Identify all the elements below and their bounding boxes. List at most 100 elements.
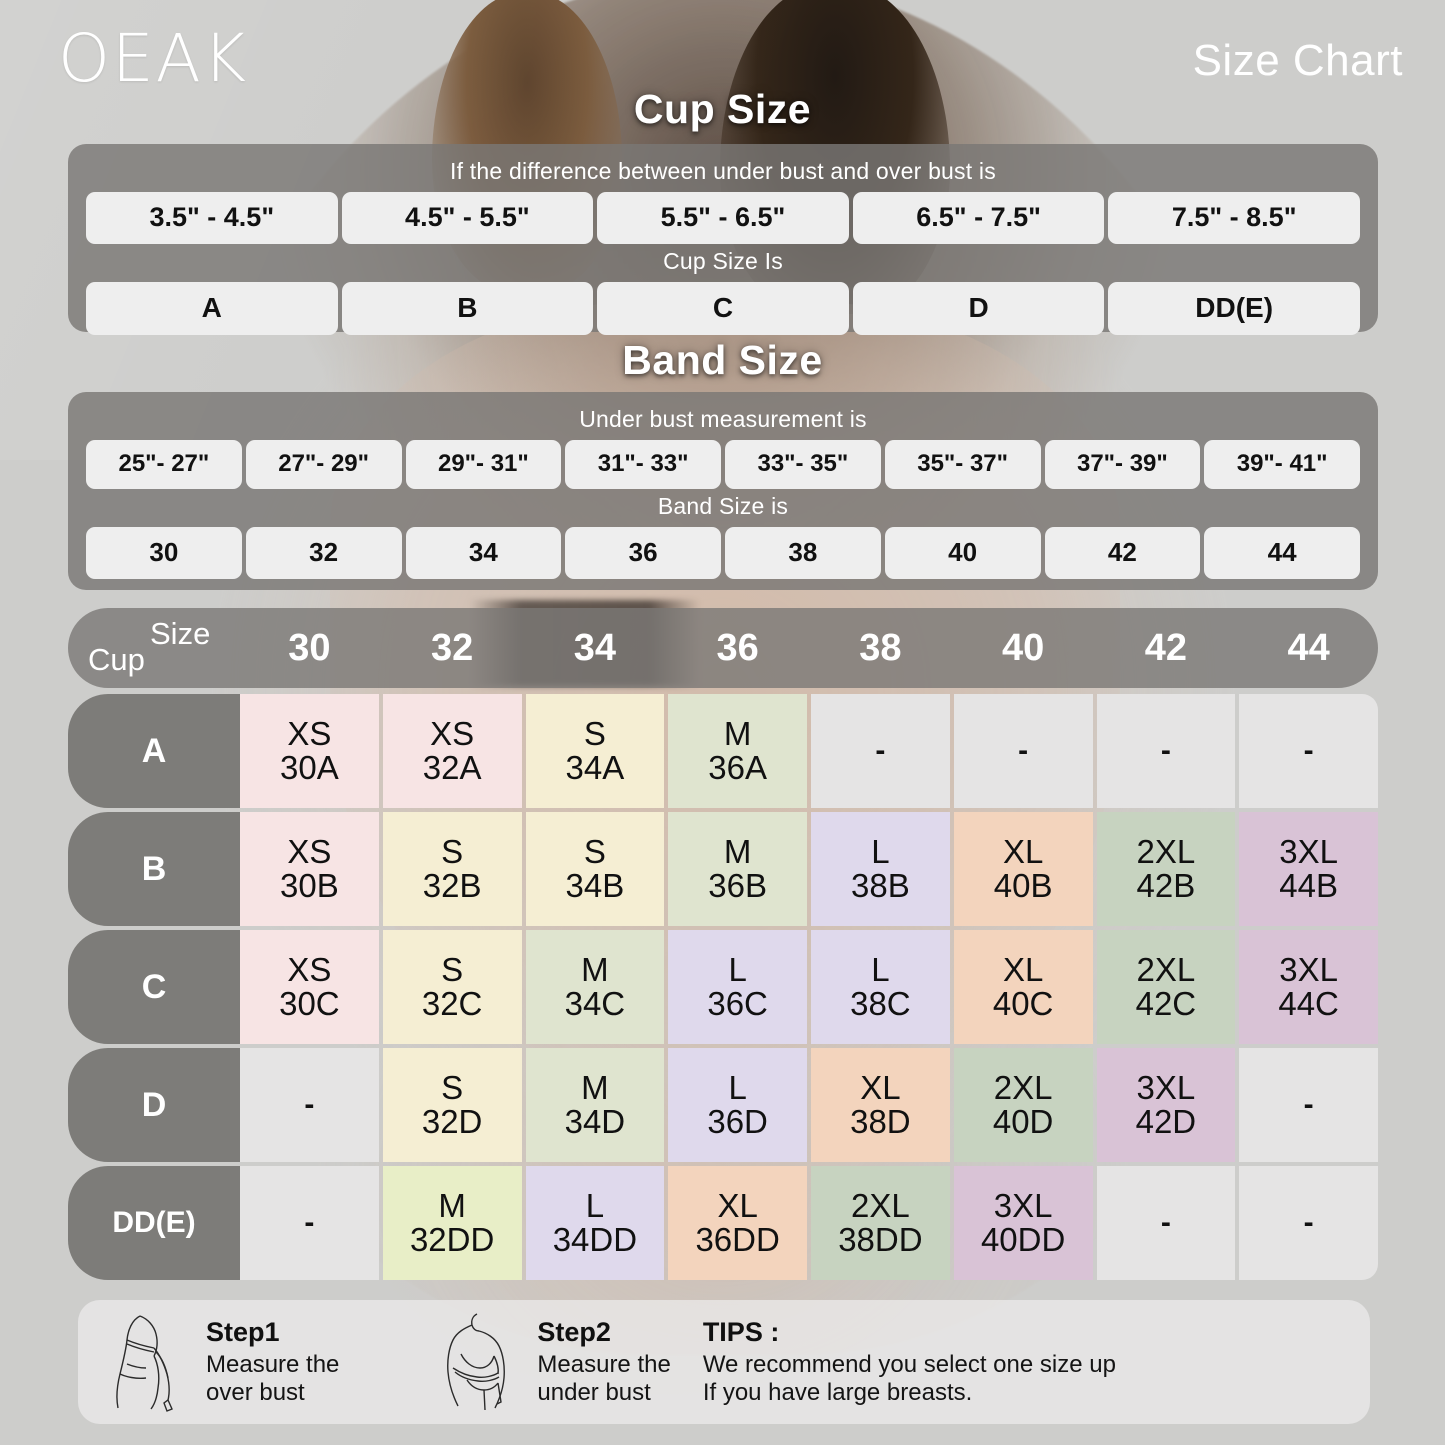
tips-title: TIPS : bbox=[702, 1316, 780, 1347]
corner-size-label: Size bbox=[150, 616, 211, 651]
cell-size-label: 3XL bbox=[993, 1187, 1053, 1225]
band-range-chip-1: 27"- 29" bbox=[245, 440, 402, 489]
matrix-cell-38DD(E)[interactable]: 2XL 38DD bbox=[811, 1166, 950, 1280]
matrix-cell-40DD(E)[interactable]: 3XL 40DD bbox=[953, 1166, 1093, 1280]
cell-size-code: 40B bbox=[993, 867, 1053, 904]
matrix-row-DD(E): DD(E) - M 32DD L 34DD XL 36DD 2XL 38DD 3XL 40DD - - bbox=[68, 1166, 1378, 1280]
cell-size-label: XL bbox=[717, 1187, 758, 1225]
tips-line2: If you have large breasts. bbox=[702, 1379, 973, 1406]
matrix-cell-34A[interactable]: S 34A bbox=[525, 694, 665, 808]
cell-size-label: - bbox=[1303, 1205, 1314, 1239]
matrix-cell-42A[interactable]: - bbox=[1096, 694, 1236, 808]
matrix-cell-44A[interactable]: - bbox=[1239, 694, 1378, 808]
cup-range-chip-3: 6.5" - 7.5" bbox=[852, 192, 1105, 244]
band-range-chip-3: 31"- 33" bbox=[565, 440, 721, 489]
band-value-chip-7: 44 bbox=[1204, 527, 1360, 579]
cell-size-label: L bbox=[871, 833, 890, 871]
cell-size-label: M bbox=[438, 1187, 466, 1225]
matrix-cell-38A[interactable]: - bbox=[811, 694, 950, 808]
cell-size-label: M bbox=[723, 833, 752, 871]
matrix-col-header-34: 34 bbox=[573, 626, 617, 669]
matrix-cell-36C[interactable]: L 36C bbox=[668, 930, 807, 1044]
cell-size-code: 36A bbox=[708, 749, 767, 786]
matrix-cell-36B[interactable]: M 36B bbox=[668, 812, 807, 926]
matrix-cell-36DD(E)[interactable]: XL 36DD bbox=[668, 1166, 807, 1280]
cell-size-code: 34D bbox=[564, 1103, 626, 1140]
step1-text: Step1 Measure the over bust bbox=[206, 1317, 339, 1408]
band-value-chip-6: 42 bbox=[1044, 527, 1201, 579]
matrix-cell-32DD(E)[interactable]: M 32DD bbox=[382, 1166, 522, 1280]
band-caption-bottom: Band Size is bbox=[657, 493, 789, 519]
matrix-cell-38D[interactable]: XL 38D bbox=[811, 1048, 950, 1162]
matrix-row-label-C: C bbox=[68, 930, 240, 1044]
cell-size-code: 36C bbox=[707, 985, 768, 1022]
cup-value-chip-row: A B C D DD(E) bbox=[86, 282, 1360, 335]
matrix-cell-32C[interactable]: S 32C bbox=[382, 930, 522, 1044]
cell-size-label: XS bbox=[287, 951, 332, 989]
measure-tips-bar: Step1 Measure the over bust bbox=[78, 1300, 1370, 1424]
matrix-cell-44D[interactable]: - bbox=[1239, 1048, 1378, 1162]
cell-size-label: - bbox=[304, 1205, 315, 1239]
matrix-cell-36D[interactable]: L 36D bbox=[668, 1048, 807, 1162]
cell-size-code: 36B bbox=[708, 867, 767, 904]
cell-size-code: 42B bbox=[1136, 867, 1196, 904]
step1-line1: Measure the bbox=[206, 1350, 340, 1378]
matrix-cell-40D[interactable]: 2XL 40D bbox=[953, 1048, 1093, 1162]
cell-size-label: 2XL bbox=[851, 1187, 910, 1225]
cell-size-label: 3XL bbox=[1279, 951, 1338, 989]
matrix-corner-cell: Size Cup bbox=[68, 608, 240, 688]
cell-size-label: XS bbox=[287, 715, 332, 753]
matrix-cell-42DD(E)[interactable]: - bbox=[1096, 1166, 1236, 1280]
matrix-cell-36A[interactable]: M 36A bbox=[668, 694, 807, 808]
brand-logo: OEAK bbox=[58, 20, 249, 97]
matrix-cell-42D[interactable]: 3XL 42D bbox=[1096, 1048, 1236, 1162]
over-bust-illustration-icon bbox=[96, 1310, 196, 1414]
cell-size-code: 36D bbox=[707, 1103, 768, 1140]
matrix-col-header-32: 32 bbox=[430, 626, 474, 669]
band-value-chip-5: 40 bbox=[884, 527, 1041, 579]
matrix-cell-44B[interactable]: 3XL 44B bbox=[1239, 812, 1378, 926]
cell-size-code: 38B bbox=[851, 867, 910, 904]
matrix-cell-38C[interactable]: L 38C bbox=[811, 930, 950, 1044]
matrix-cell-30A[interactable]: XS 30A bbox=[240, 694, 379, 808]
matrix-col-header-44: 44 bbox=[1287, 626, 1330, 669]
step2-block: Step2 Measure the under bust bbox=[427, 1310, 671, 1414]
matrix-cell-30DD(E)[interactable]: - bbox=[240, 1166, 379, 1280]
band-range-chip-0: 25"- 27" bbox=[86, 440, 242, 489]
step1-block: Step1 Measure the over bust bbox=[96, 1310, 339, 1414]
matrix-cell-40C[interactable]: XL 40C bbox=[953, 930, 1093, 1044]
cell-size-code: 30B bbox=[280, 867, 339, 904]
matrix-cell-42C[interactable]: 2XL 42C bbox=[1096, 930, 1236, 1044]
band-range-chip-2: 29"- 31" bbox=[405, 440, 562, 489]
matrix-cell-30C[interactable]: XS 30C bbox=[240, 930, 379, 1044]
matrix-cell-30D[interactable]: - bbox=[240, 1048, 379, 1162]
matrix-cell-40A[interactable]: - bbox=[953, 694, 1093, 808]
matrix-cell-32B[interactable]: S 32B bbox=[382, 812, 522, 926]
matrix-cell-32D[interactable]: S 32D bbox=[382, 1048, 522, 1162]
band-value-chip-1: 32 bbox=[245, 527, 402, 579]
matrix-row-cells: - S 32D M 34D L 36D XL 38D 2XL 40D 3XL 42D - bbox=[240, 1048, 1378, 1162]
matrix-cell-42B[interactable]: 2XL 42B bbox=[1096, 812, 1236, 926]
matrix-row-label-DD(E): DD(E) bbox=[68, 1166, 240, 1280]
cell-size-label: - bbox=[875, 733, 886, 767]
matrix-cell-40B[interactable]: XL 40B bbox=[953, 812, 1093, 926]
band-value-chip-row: 30 32 34 36 38 40 42 44 bbox=[86, 527, 1360, 579]
cell-size-code: 38C bbox=[850, 985, 911, 1022]
cell-size-code: 34C bbox=[564, 985, 626, 1022]
matrix-cell-44DD(E)[interactable]: - bbox=[1239, 1166, 1378, 1280]
matrix-cell-30B[interactable]: XS 30B bbox=[240, 812, 379, 926]
band-caption-top: Under bust measurement is bbox=[579, 406, 867, 432]
cell-size-label: 2XL bbox=[1136, 951, 1196, 989]
matrix-cell-34B[interactable]: S 34B bbox=[525, 812, 665, 926]
cell-size-code: 32B bbox=[422, 867, 482, 904]
matrix-cell-44C[interactable]: 3XL 44C bbox=[1239, 930, 1378, 1044]
matrix-cell-34C[interactable]: M 34C bbox=[525, 930, 665, 1044]
cell-size-code: 30A bbox=[280, 749, 339, 786]
matrix-cell-34D[interactable]: M 34D bbox=[525, 1048, 665, 1162]
matrix-cell-34DD(E)[interactable]: L 34DD bbox=[525, 1166, 665, 1280]
matrix-cell-32A[interactable]: XS 32A bbox=[382, 694, 522, 808]
matrix-cell-38B[interactable]: L 38B bbox=[811, 812, 950, 926]
matrix-col-header-40: 40 bbox=[1001, 626, 1045, 669]
cell-size-code: 42D bbox=[1135, 1103, 1197, 1140]
